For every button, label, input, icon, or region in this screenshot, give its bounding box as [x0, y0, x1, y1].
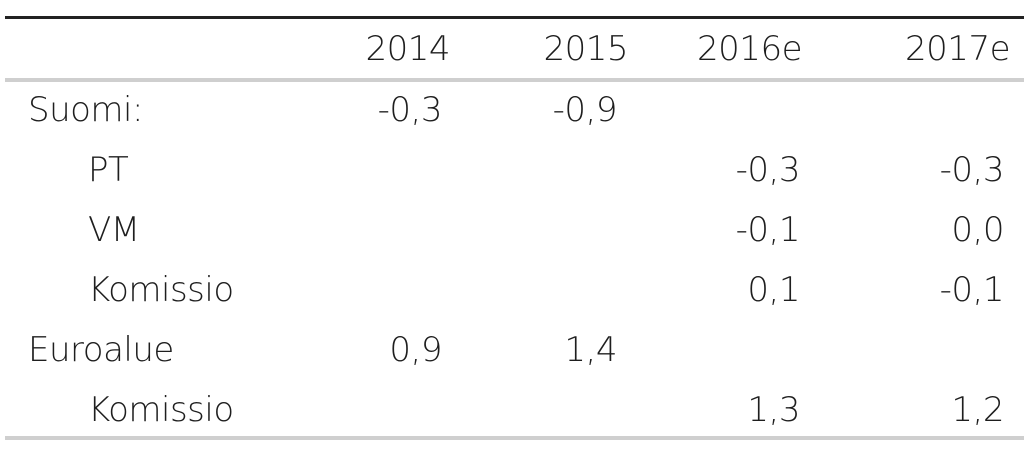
cell-value: -0,9	[552, 90, 618, 130]
row-label: Komissio	[88, 390, 234, 430]
cell-value: 0,0	[951, 210, 1004, 250]
column-header: 2014	[365, 29, 450, 69]
row-label: VM	[88, 210, 140, 250]
cell-value: -0,3	[377, 90, 443, 130]
top-rule	[5, 16, 1024, 19]
column-header: 2017e	[905, 29, 1010, 69]
column-header: 2015	[543, 29, 628, 69]
cell-value: -0,1	[939, 270, 1005, 310]
row-label: PT	[88, 150, 129, 190]
cell-value: 1,2	[951, 390, 1004, 430]
cell-value: 1,4	[564, 330, 617, 370]
row-label: Komissio	[88, 270, 234, 310]
row-label: Euroalue	[28, 330, 174, 370]
cell-value: -0,3	[939, 150, 1005, 190]
row-label: Suomi:	[28, 90, 143, 130]
cell-value: 0,1	[747, 270, 800, 310]
cell-value: -0,3	[735, 150, 801, 190]
header-rule	[5, 78, 1024, 82]
cell-value: 0,9	[389, 330, 442, 370]
cell-value: -0,1	[735, 210, 801, 250]
column-header: 2016e	[697, 29, 802, 69]
bottom-rule	[5, 436, 1024, 440]
cell-value: 1,3	[747, 390, 800, 430]
